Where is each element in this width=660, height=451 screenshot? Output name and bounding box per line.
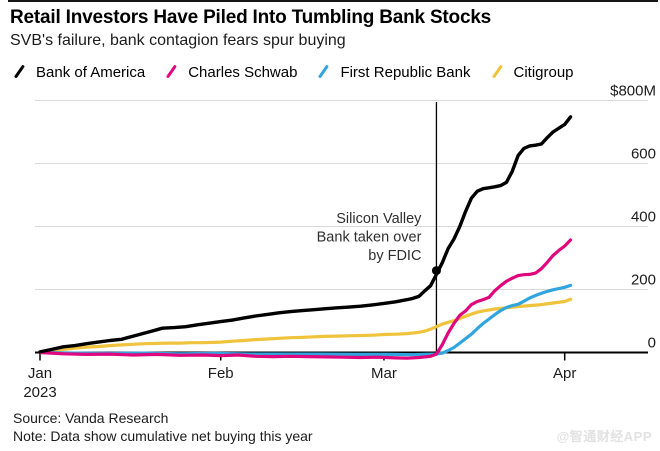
chart-subtitle: SVB's failure, bank contagion fears spur… bbox=[10, 32, 346, 49]
x-axis-tick-label: Mar bbox=[371, 365, 397, 382]
y-axis-tick-label: 0 bbox=[648, 335, 656, 352]
x-axis-tick-label: Apr bbox=[553, 365, 576, 382]
footer-notes: Source: Vanda Research Note: Data show c… bbox=[13, 409, 573, 445]
legend-item-citigroup: Citigroup bbox=[490, 64, 574, 81]
series-line-citigroup bbox=[38, 297, 573, 355]
data-note: Note: Data show cumulative net buying th… bbox=[13, 428, 313, 444]
chart-title: Retail Investors Have Piled Into Tumblin… bbox=[10, 7, 492, 28]
series-line-bank-of-america bbox=[38, 115, 573, 354]
svb-annotation-line: Silicon Valley bbox=[336, 211, 422, 227]
y-axis-tick-label: 200 bbox=[631, 272, 656, 289]
x-axis-tick-label: Jan bbox=[28, 365, 52, 382]
x-axis-tick-label: Feb bbox=[208, 365, 234, 382]
y-axis-tick-label: $800M bbox=[610, 83, 656, 100]
series-line-first-republic-bank bbox=[38, 283, 573, 357]
legend-label: First Republic Bank bbox=[340, 63, 471, 81]
series-line-charles-schwab bbox=[38, 238, 573, 360]
x-axis-year-label: 2023 bbox=[23, 384, 56, 401]
legend-item-first-republic: First Republic Bank bbox=[316, 63, 471, 81]
legend-item-charles-schwab: Charles Schwab bbox=[164, 64, 297, 81]
top-border-rule bbox=[8, 0, 658, 2]
watermark-text: @智通财经APP bbox=[556, 429, 652, 444]
legend-item-bank-of-america: Bank of America bbox=[12, 64, 145, 81]
y-axis-tick-label: 600 bbox=[631, 146, 656, 163]
legend-label: Bank of America bbox=[36, 63, 146, 81]
legend: Bank of America Charles Schwab First Rep… bbox=[12, 61, 652, 83]
legend-label: Citigroup bbox=[513, 63, 574, 81]
legend-label: Charles Schwab bbox=[188, 63, 298, 81]
svb-event-dot bbox=[431, 266, 441, 276]
svb-annotation-line: by FDIC bbox=[368, 248, 421, 264]
svb-annotation-line: Bank taken over bbox=[317, 230, 422, 246]
source-note: Source: Vanda Research bbox=[13, 410, 169, 426]
y-axis-tick-label: 400 bbox=[631, 209, 656, 226]
